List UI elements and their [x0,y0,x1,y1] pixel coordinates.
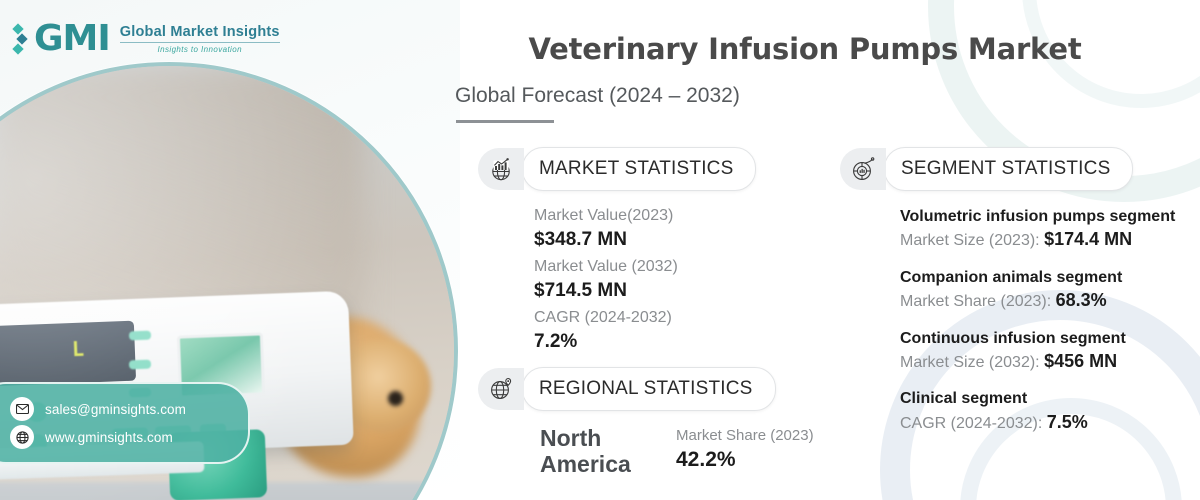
photo-dog-eye [387,390,403,406]
logo-wordmark: Global Market Insights Insights to Innov… [119,23,280,55]
region-market-share-label: Market Share (2023) [676,427,814,444]
logo-mark: GMI [34,18,111,59]
segment-name: Volumetric infusion pumps segment [900,208,1176,225]
segment-metric-label: Market Size (2032): [900,353,1045,371]
segment-metric-label: Market Size (2023): [900,232,1045,250]
segment-metric-value: 68.3% [1055,289,1107,310]
segment-item: Clinical segment CAGR (2024-2032): 7.5% [900,388,1200,435]
market-value-2023-label: Market Value(2023) [534,207,674,224]
segment-metric-value: $174.4 MN [1044,229,1133,250]
segment-metric-label: Market Share (2023): [900,292,1056,310]
market-value-2023-value: $348.7 MN [534,229,627,251]
segment-name: Companion animals segment [900,268,1123,286]
segment-metric-label: CAGR (2024-2032): [900,414,1047,432]
contact-email: sales@gminsights.com [45,401,187,417]
logo-divider [119,42,280,44]
page-subtitle: Global Forecast (2024 – 2032) [455,84,740,107]
market-statistics-panel: MARKET STATISTICS Market Value(2023) $34… [478,147,757,356]
market-value-2032-value: $714.5 MN [534,280,627,302]
logo-tagline: Insights to Innovation [157,45,242,55]
contact-bar: sales@gminsights.com www.gminsights.com [0,382,250,464]
market-statistics-pill: MARKET STATISTICS [522,147,757,191]
envelope-icon [10,397,34,421]
cagr-value: 7.2% [534,330,578,352]
market-value-2032-label: Market Value (2032) [534,257,678,275]
globe-icon [10,425,34,449]
regional-statistics-panel: REGIONAL STATISTICS North America Market… [478,367,814,478]
regional-statistics-header: REGIONAL STATISTICS [478,367,776,411]
segment-metric-value: 7.5% [1046,411,1088,432]
segment-name: Continuous infusion segment [900,329,1126,347]
segment-metric-value: $456 MN [1044,350,1118,371]
segment-statistics-header: SEGMENT STATISTICS [840,147,1134,191]
segment-item: Companion animals segment Market Share (… [900,267,1200,314]
diamond-cluster-icon [12,23,28,55]
title-divider [456,120,554,123]
cagr-label: CAGR (2024-2032) [534,308,672,326]
contact-website: www.gminsights.com [45,429,173,445]
logo-company-name: Global Market Insights [119,23,280,40]
segment-statistics-list: Volumetric infusion pumps segment Market… [900,206,1200,435]
regional-statistics-label: REGIONAL STATISTICS [539,378,753,399]
region-market-share-value: 42.2% [676,447,736,471]
globe-bar-chart-icon [478,148,524,190]
segment-name: Clinical segment [900,390,1028,408]
page-title: Veterinary Infusion Pumps Market [528,32,1082,66]
segment-metric: Market Share (2023): 68.3% [900,288,1200,314]
segment-statistics-pill: SEGMENT STATISTICS [884,147,1134,191]
segment-metric: Market Size (2032): $456 MN [900,349,1200,375]
market-statistics-header: MARKET STATISTICS [478,147,757,191]
globe-pin-icon [478,368,524,410]
contact-website-row[interactable]: www.gminsights.com [10,425,234,449]
segment-metric: Market Size (2023): $174.4 MN [900,227,1200,253]
segment-statistics-panel: SEGMENT STATISTICS Volumetric infusion p… [840,147,1200,449]
market-statistics-list: Market Value(2023) $348.7 MN Market Valu… [534,204,756,354]
segment-metric: CAGR (2024-2032): 7.5% [900,410,1200,436]
region-metric: Market Share (2023) 42.2% [676,426,814,473]
pie-analytics-icon [840,148,886,190]
regional-statistics-pill: REGIONAL STATISTICS [522,367,776,411]
region-name: North America [540,425,631,477]
market-statistics-label: MARKET STATISTICS [539,158,734,179]
gmi-logo[interactable]: GMI Global Market Insights Insights to I… [12,18,280,59]
segment-statistics-label: SEGMENT STATISTICS [901,158,1111,179]
segment-item: Continuous infusion segment Market Size … [900,328,1200,375]
contact-email-row[interactable]: sales@gminsights.com [10,397,234,421]
segment-item: Volumetric infusion pumps segment Market… [900,206,1200,253]
regional-statistics-content: North America Market Share (2023) 42.2% [540,425,814,478]
